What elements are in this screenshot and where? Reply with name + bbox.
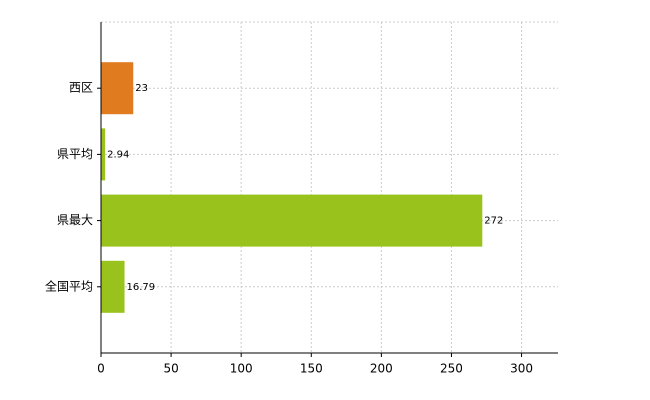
bar (101, 194, 483, 247)
y-tick-label: 県平均 (57, 147, 93, 161)
x-tick-label: 300 (510, 362, 533, 376)
x-tick-label: 150 (300, 362, 323, 376)
x-tick-label: 50 (163, 362, 178, 376)
value-label: 16.79 (127, 282, 156, 293)
bar (101, 62, 134, 115)
value-label: 2.94 (107, 149, 129, 160)
value-label: 23 (135, 83, 148, 94)
y-tick-label: 県最大 (57, 213, 93, 227)
x-tick-label: 0 (97, 362, 105, 376)
bar (101, 128, 106, 181)
value-label: 272 (484, 216, 503, 227)
x-tick-label: 200 (370, 362, 393, 376)
y-tick-label: 西区 (69, 81, 93, 95)
x-tick-label: 250 (440, 362, 463, 376)
x-tick-label: 100 (230, 362, 253, 376)
y-tick-label: 全国平均 (45, 278, 93, 293)
bar (101, 260, 125, 313)
